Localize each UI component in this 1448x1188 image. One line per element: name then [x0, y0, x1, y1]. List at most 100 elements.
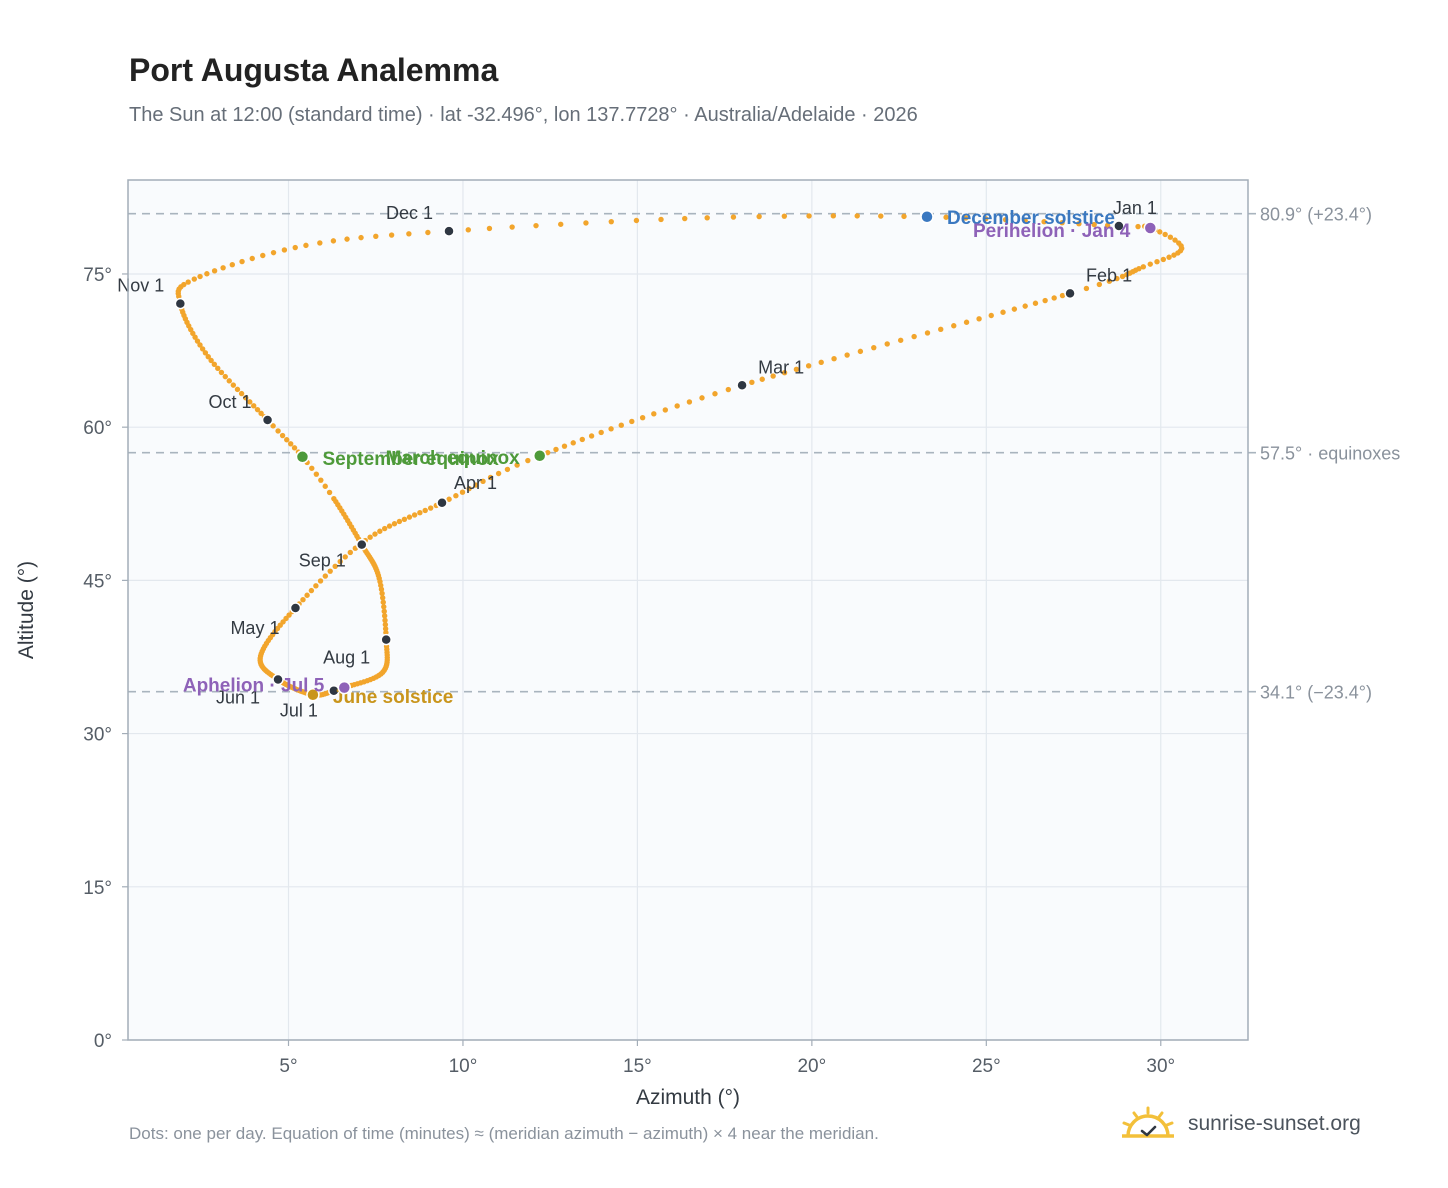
y-tick-label: 75° — [83, 265, 112, 286]
brand-name: sunrise-sunset.org — [1188, 1112, 1361, 1135]
day-dot — [230, 382, 237, 388]
month-label: Jan 1 — [1113, 198, 1157, 218]
axis-ticks: 5° 10° 15° 20° 25° 30° 0° 15° 30° 45° 60° 75° — [83, 265, 1175, 1077]
day-dot — [951, 323, 957, 329]
day-dot — [1166, 254, 1172, 260]
reference-line-label: 34.1° (−23.4°) — [1260, 683, 1372, 703]
day-dot — [270, 423, 276, 429]
day-dot — [633, 217, 640, 224]
day-dot — [495, 470, 502, 477]
day-dot — [372, 531, 378, 537]
day-dot — [337, 558, 343, 565]
month-marker — [356, 538, 368, 551]
day-dot — [509, 224, 515, 230]
day-dot — [514, 462, 520, 468]
day-dot — [377, 528, 383, 534]
month-marker — [436, 497, 448, 509]
day-dot — [317, 578, 324, 584]
day-dot — [381, 525, 388, 532]
day-dot — [391, 521, 398, 527]
day-dot — [318, 477, 324, 483]
day-dot — [561, 443, 568, 449]
day-dot — [781, 370, 788, 376]
day-dot — [332, 563, 338, 570]
day-dot — [286, 612, 292, 618]
day-dot — [373, 233, 379, 239]
brand-logo[interactable]: sunrise-sunset.org — [1120, 1104, 1361, 1144]
day-dot — [770, 373, 776, 379]
day-dot — [1172, 237, 1178, 243]
day-dot — [608, 426, 614, 432]
day-dot — [291, 445, 298, 451]
day-dot — [194, 338, 201, 344]
day-dot — [208, 357, 214, 364]
day-dot — [422, 507, 428, 514]
day-dot — [382, 617, 388, 623]
day-dot — [583, 220, 589, 226]
day-dot — [453, 493, 459, 499]
month-label: May 1 — [230, 618, 279, 638]
day-dot — [330, 238, 337, 244]
day-dot — [1147, 261, 1153, 267]
day-dot — [1083, 285, 1090, 292]
day-dot — [976, 316, 982, 322]
day-dot — [618, 422, 624, 428]
day-dot — [579, 436, 585, 443]
month-marker — [272, 673, 284, 686]
day-dot — [220, 265, 226, 271]
day-dot — [247, 399, 253, 405]
day-dot — [682, 215, 688, 222]
day-dot — [818, 359, 824, 365]
day-dot — [260, 252, 266, 259]
day-dot — [938, 326, 944, 333]
day-dot — [1059, 220, 1065, 226]
day-dot — [243, 395, 249, 401]
day-dot — [202, 350, 209, 356]
event-label: March equinox — [386, 448, 521, 469]
day-dot — [480, 478, 486, 485]
day-dot — [831, 355, 837, 362]
day-dot — [229, 262, 235, 268]
day-dot — [759, 376, 765, 382]
x-tick-label: 15° — [623, 1056, 652, 1077]
day-dot — [292, 244, 298, 251]
day-dot — [658, 216, 664, 223]
month-label: Aug 1 — [323, 648, 370, 668]
event-label: December solstice — [947, 208, 1115, 229]
reference-line-label: 80.9° (+23.4°) — [1260, 205, 1372, 225]
day-dot — [317, 240, 323, 246]
day-dot — [805, 363, 812, 369]
day-dot — [1157, 229, 1163, 235]
day-dot — [662, 407, 669, 413]
day-dot — [251, 403, 257, 409]
day-dot — [901, 213, 907, 220]
day-dot — [686, 399, 693, 405]
day-dot — [553, 446, 559, 453]
day-dot — [411, 512, 418, 518]
day-dot — [725, 386, 732, 393]
day-dot — [1051, 295, 1057, 301]
x-tick-label: 30° — [1146, 1056, 1175, 1077]
day-dot — [1059, 292, 1066, 299]
month-marker — [1113, 220, 1125, 232]
day-dot — [382, 621, 389, 628]
day-dot — [1154, 258, 1160, 265]
event-marker — [920, 210, 934, 224]
day-dot — [730, 214, 737, 220]
month-label: Mar 1 — [758, 357, 804, 377]
day-dot — [322, 483, 328, 489]
day-dot — [215, 365, 221, 372]
day-dot — [226, 378, 232, 384]
day-dot — [598, 429, 604, 436]
y-tick-label: 60° — [83, 418, 112, 439]
day-dot — [1042, 297, 1048, 304]
day-dot — [871, 344, 877, 351]
day-dot — [313, 583, 319, 589]
chart-subtitle: The Sun at 12:00 (standard time) · lat -… — [129, 104, 918, 126]
event-marker — [295, 450, 310, 464]
month-marker — [380, 633, 392, 646]
day-dot — [1041, 218, 1047, 225]
day-dot — [326, 489, 333, 496]
sun-icon — [1122, 1106, 1174, 1138]
